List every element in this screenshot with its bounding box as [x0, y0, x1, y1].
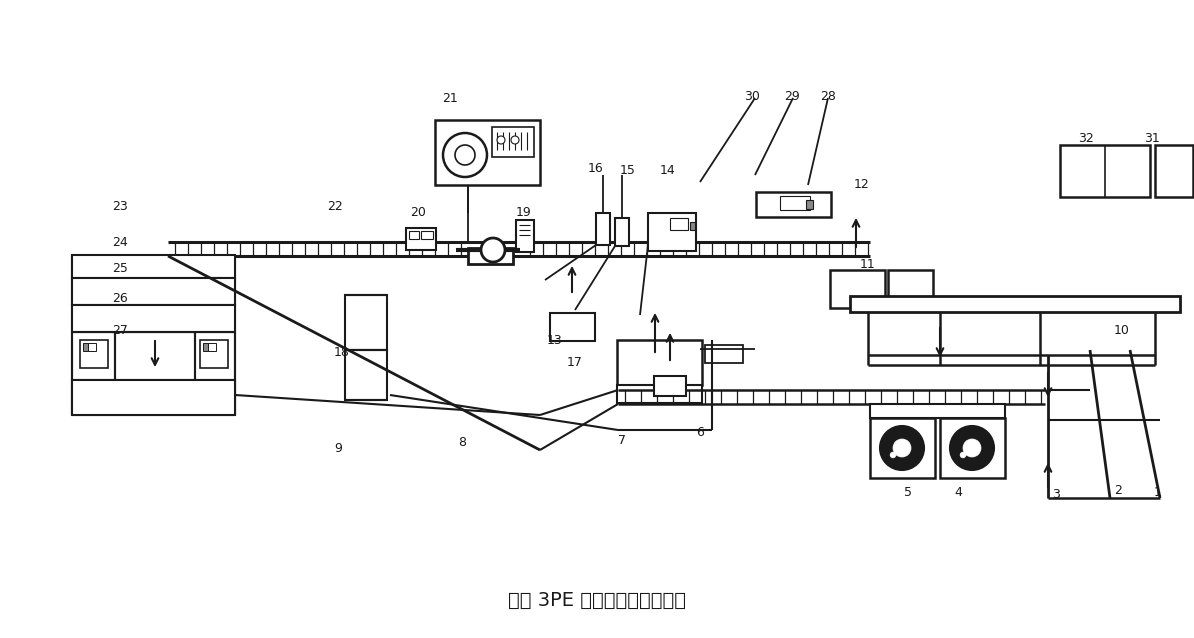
Text: 13: 13 [547, 334, 562, 346]
Bar [72, 278, 235, 305]
Circle shape [511, 136, 519, 144]
Bar [654, 376, 687, 396]
Text: 2: 2 [1114, 484, 1122, 496]
Bar [468, 248, 513, 264]
Bar [756, 192, 831, 217]
Bar [870, 404, 1005, 418]
Bar [780, 196, 810, 210]
Bar [208, 343, 216, 351]
Text: 4: 4 [954, 487, 962, 500]
Bar [870, 418, 935, 478]
Text: 14: 14 [660, 163, 676, 177]
Circle shape [950, 426, 993, 470]
Bar [410, 231, 419, 239]
Bar [670, 218, 688, 230]
Text: 5: 5 [904, 487, 912, 500]
Text: 8: 8 [458, 436, 466, 449]
Bar [72, 305, 235, 332]
Text: 11: 11 [860, 258, 876, 271]
Circle shape [455, 145, 475, 165]
Text: 3: 3 [1052, 489, 1060, 501]
Text: 29: 29 [784, 89, 800, 103]
Text: 24: 24 [112, 235, 128, 248]
Text: 6: 6 [696, 426, 704, 438]
Bar [435, 120, 540, 185]
Bar [492, 127, 534, 157]
Bar [421, 231, 433, 239]
Bar [84, 343, 93, 351]
Text: 26: 26 [112, 292, 128, 304]
Text: 23: 23 [112, 200, 128, 214]
Text: 18: 18 [334, 346, 350, 359]
Bar [203, 343, 213, 351]
Bar [345, 295, 387, 350]
Bar [1060, 145, 1150, 197]
Text: 7: 7 [618, 433, 626, 447]
Bar [80, 340, 107, 368]
Text: 25: 25 [112, 262, 128, 274]
Text: 15: 15 [620, 163, 636, 177]
Bar [830, 270, 885, 308]
Text: 固定 3PE 外防腐作业线布置图: 固定 3PE 外防腐作业线布置图 [507, 591, 687, 609]
Text: 1: 1 [1155, 487, 1162, 500]
Bar [201, 340, 228, 368]
Bar [615, 218, 629, 246]
Circle shape [964, 439, 981, 457]
Text: 19: 19 [516, 205, 531, 218]
Text: 20: 20 [410, 205, 426, 218]
Text: 9: 9 [334, 441, 341, 454]
Bar [72, 255, 235, 278]
Circle shape [890, 452, 896, 458]
Bar [850, 296, 1180, 312]
Bar [516, 220, 534, 252]
Bar [806, 200, 813, 209]
Text: 17: 17 [567, 355, 583, 369]
Circle shape [880, 426, 924, 470]
Bar [345, 350, 387, 400]
Text: 16: 16 [589, 161, 604, 175]
Bar [1155, 145, 1193, 197]
Circle shape [893, 439, 911, 457]
Bar [596, 213, 610, 245]
Bar [550, 313, 595, 341]
Circle shape [481, 238, 505, 262]
Text: 30: 30 [744, 89, 759, 103]
Bar [690, 222, 695, 230]
Text: 31: 31 [1144, 131, 1159, 144]
Bar [617, 385, 702, 403]
Circle shape [960, 452, 966, 458]
Bar [88, 343, 96, 351]
Bar [888, 270, 933, 308]
Text: 12: 12 [854, 177, 870, 191]
Text: 28: 28 [820, 89, 836, 103]
Text: 22: 22 [327, 200, 343, 214]
Bar [406, 228, 436, 250]
Circle shape [443, 133, 487, 177]
Bar [648, 213, 696, 251]
Bar [940, 418, 1005, 478]
Bar [617, 340, 702, 385]
Circle shape [497, 136, 505, 144]
Bar [704, 345, 743, 363]
Text: 27: 27 [112, 323, 128, 336]
Text: 21: 21 [442, 91, 457, 105]
Text: 32: 32 [1078, 131, 1094, 144]
Text: 10: 10 [1114, 323, 1130, 336]
Bar [72, 380, 235, 415]
